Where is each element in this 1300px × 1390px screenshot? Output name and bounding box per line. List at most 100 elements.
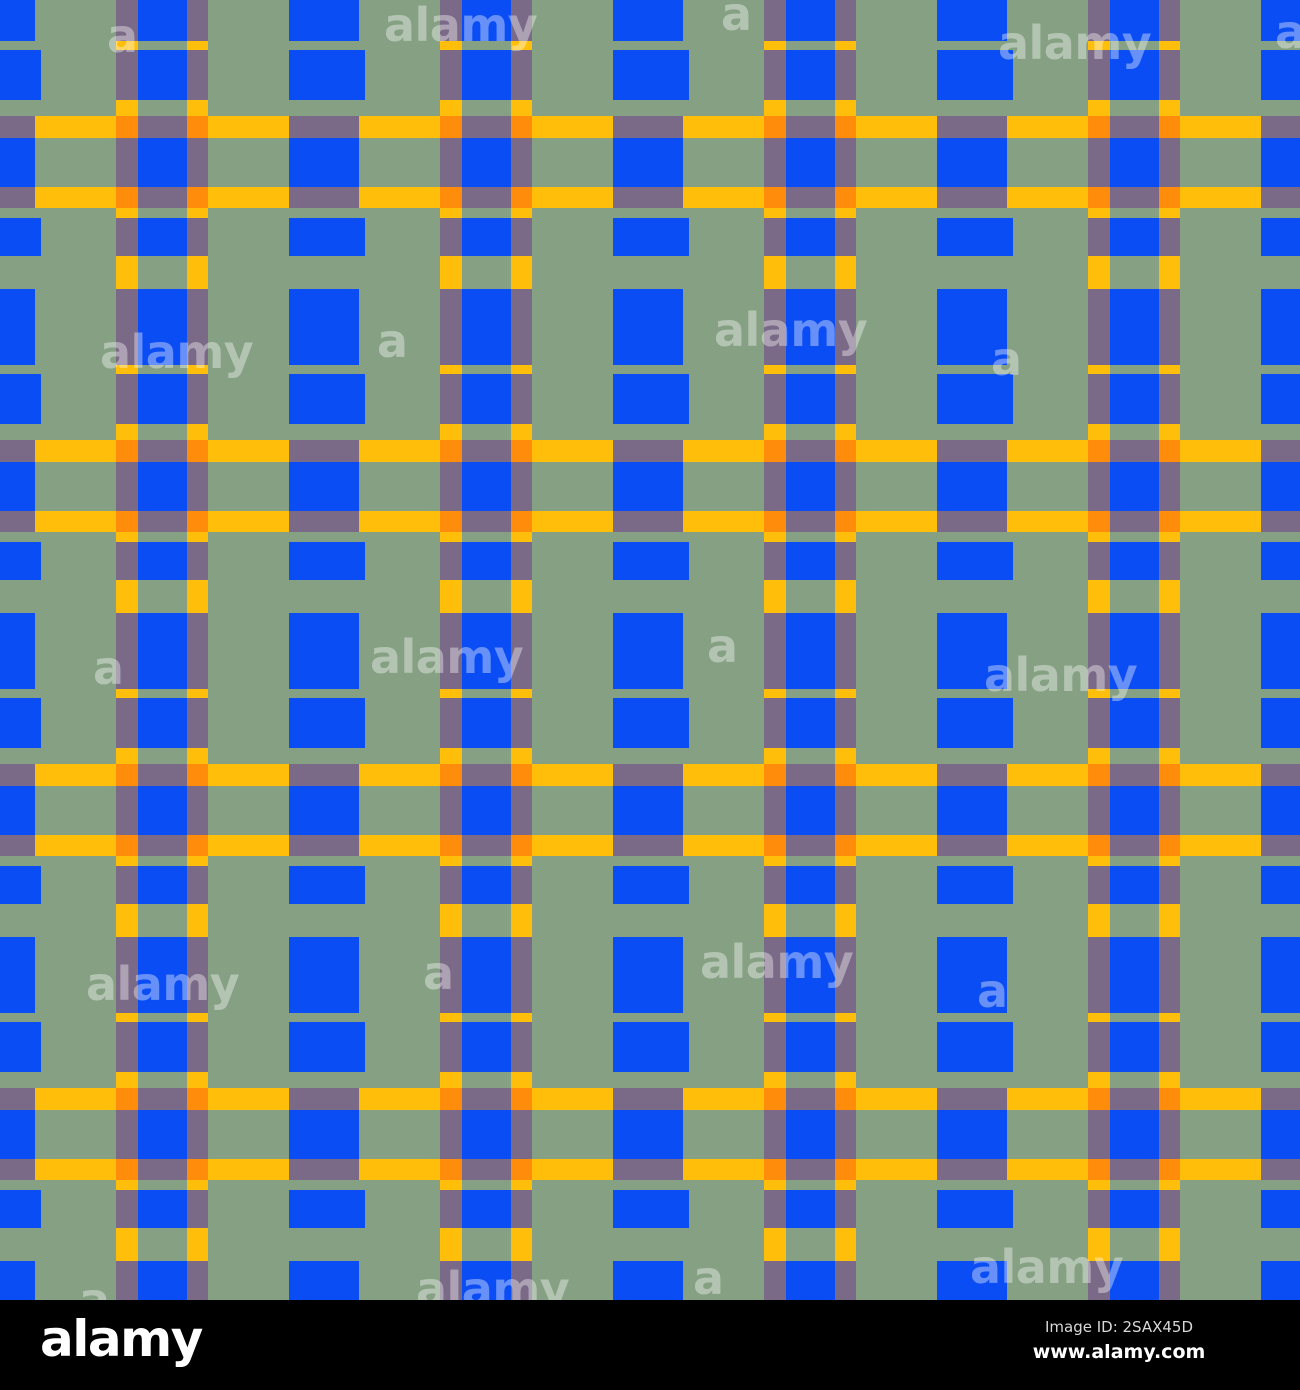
blue-weft-segment: [532, 0, 613, 35]
blue-weft-segment: [1180, 462, 1261, 511]
blue-weft-segment: [689, 324, 764, 359]
yellow-row-warp-segment: [1088, 424, 1110, 542]
blue-weft-segment: [835, 648, 856, 683]
amber-weft-segment: [41, 116, 116, 138]
blue-weft-segment: [208, 324, 289, 359]
blue-weft-segment: [1088, 972, 1110, 1007]
amber-weft-segment: [208, 1159, 289, 1180]
yellow-row-warp-segment: [648, 0, 683, 50]
blue-weft-segment: [689, 1110, 764, 1159]
blue-weft-segment: [511, 972, 532, 1007]
yellow-row-warp-segment: [1013, 100, 1088, 218]
amber-weft-segment: [1013, 440, 1088, 462]
blue-weft-segment: [856, 937, 937, 1013]
warp-stripe-mauve: [1159, 0, 1180, 1300]
yellow-row-warp-segment: [972, 904, 1007, 1022]
amber-weft-segment: [1261, 187, 1300, 208]
amber-weft-segment: [511, 440, 532, 462]
amber-weft-segment: [937, 440, 1013, 462]
yellow-row-warp-segment: [764, 1228, 786, 1300]
weft-stripe-blue: [0, 786, 1300, 835]
amber-weft-segment: [856, 511, 937, 532]
yellow-row-warp-segment: [440, 580, 462, 698]
weft-stripe-blue: [0, 0, 1300, 35]
amber-weft-segment: [683, 764, 764, 786]
amber-weft-segment: [1013, 187, 1088, 208]
amber-weft-segment: [462, 764, 511, 786]
yellow-row-warp-segment: [462, 256, 511, 374]
amber-weft-segment: [1261, 1088, 1300, 1110]
amber-weft-segment: [532, 440, 613, 462]
amber-weft-segment: [0, 835, 41, 856]
yellow-row-warp-segment: [208, 748, 289, 866]
amber-weft-segment: [0, 440, 41, 462]
blue-weft-segment: [116, 289, 138, 365]
blue-weft-segment: [1159, 1110, 1180, 1159]
amber-weft-segment: [786, 187, 835, 208]
blue-weft-segment: [689, 1261, 764, 1300]
warp-stripe-blue: [324, 0, 359, 1300]
yellow-row-warp-segment: [324, 1228, 359, 1300]
blue-weft-segment: [683, 324, 764, 359]
yellow-row-warp-segment: [856, 904, 937, 1022]
yellow-row-warp-segment: [0, 0, 41, 50]
yellow-row-warp-segment: [835, 904, 856, 1022]
yellow-row-warp-segment: [511, 424, 532, 542]
yellow-row-warp-segment: [937, 580, 1013, 698]
blue-weft-segment: [208, 972, 289, 1007]
amber-weft-segment: [187, 764, 208, 786]
amber-weft-segment: [835, 835, 856, 856]
yellow-row-warp-segment: [511, 904, 532, 1022]
yellow-row-warp-segment: [1159, 256, 1180, 374]
amber-weft-segment: [0, 116, 35, 138]
blue-weft-segment: [187, 138, 208, 187]
amber-weft-segment: [1296, 1088, 1300, 1110]
blue-weft-segment: [440, 613, 462, 689]
alamy-url[interactable]: www.alamy.com: [1032, 1340, 1206, 1363]
blue-weft-segment: [1088, 462, 1110, 511]
yellow-row-warp-segment: [683, 904, 764, 1022]
amber-weft-segment: [511, 116, 532, 138]
blue-weft-segment: [187, 1110, 208, 1159]
weft-stripe-mauve: [0, 440, 1300, 462]
blue-weft-segment: [835, 972, 856, 1007]
yellow-row-warp-segment: [462, 1072, 511, 1190]
blue-weft-segment: [835, 937, 856, 1013]
blue-weft-segment: [511, 648, 532, 683]
amber-weft-segment: [856, 116, 937, 138]
yellow-row-warp-segment: [138, 904, 187, 1022]
amber-weft-segment: [462, 511, 511, 532]
yellow-row-warp-segment: [532, 100, 613, 218]
amber-weft-segment: [116, 835, 138, 856]
blue-weft-segment: [359, 0, 440, 35]
amber-weft-segment: [689, 1088, 764, 1110]
blue-weft-segment: [440, 289, 462, 365]
warp-stripe-blue: [289, 0, 365, 1300]
amber-weft-segment: [1180, 440, 1261, 462]
amber-weft-segment: [937, 187, 1013, 208]
amber-weft-segment: [511, 511, 532, 532]
amber-weft-segment: [1261, 764, 1300, 786]
amber-weft-segment: [1261, 440, 1300, 462]
yellow-row-warp-segment: [208, 1228, 289, 1300]
yellow-row-warp-segment: [138, 0, 187, 50]
amber-weft-segment: [359, 1088, 440, 1110]
warp-stripe-blue: [0, 0, 35, 1300]
amber-weft-segment: [648, 1088, 683, 1110]
amber-weft-segment: [613, 1088, 689, 1110]
blue-weft-segment: [365, 138, 440, 187]
amber-weft-segment: [208, 440, 289, 462]
amber-weft-segment: [187, 1088, 208, 1110]
yellow-row-warp-segment: [138, 748, 187, 866]
blue-weft-segment: [440, 0, 462, 35]
amber-weft-segment: [764, 116, 786, 138]
amber-weft-segment: [613, 440, 689, 462]
yellow-row-warp-segment: [689, 748, 764, 866]
yellow-row-warp-segment: [613, 1228, 689, 1300]
yellow-row-warp-segment: [1180, 1072, 1261, 1190]
amber-weft-segment: [116, 764, 138, 786]
blue-weft-segment: [1007, 289, 1088, 365]
yellow-row-warp-segment: [764, 0, 786, 50]
blue-weft-segment: [1180, 613, 1261, 689]
amber-weft-segment: [613, 187, 689, 208]
